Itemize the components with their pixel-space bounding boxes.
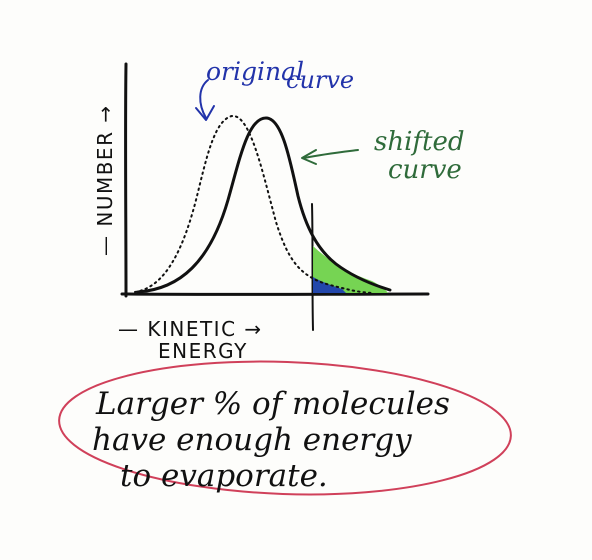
original-curve-label-line2: curve	[286, 66, 354, 94]
x-axis-label-line1: — KINETIC →	[118, 317, 263, 341]
original-curve-label-line1: original	[206, 57, 304, 86]
note-line-2: have enough energy	[92, 422, 412, 458]
y-axis-label: — NUMBER →	[93, 104, 117, 256]
original-tail-shading	[313, 277, 346, 293]
shifted-curve-label-line2: curve	[388, 155, 462, 185]
x-axis-label-line2: ENERGY	[158, 339, 248, 363]
note-line-3: to evaporate.	[120, 458, 328, 494]
shifted-curve-arrow	[303, 149, 359, 159]
evaporation-threshold-line	[311, 203, 314, 331]
shifted-curve	[136, 116, 392, 294]
note-line-1: Larger % of molecules	[95, 386, 450, 422]
shifted-curve-label-line1: shifted	[374, 127, 465, 157]
shifted-curve-arrowhead	[301, 149, 317, 165]
original-curve-arrow	[199, 79, 209, 119]
note-ellipse	[58, 360, 512, 496]
original-curve-arrowhead	[195, 105, 215, 121]
